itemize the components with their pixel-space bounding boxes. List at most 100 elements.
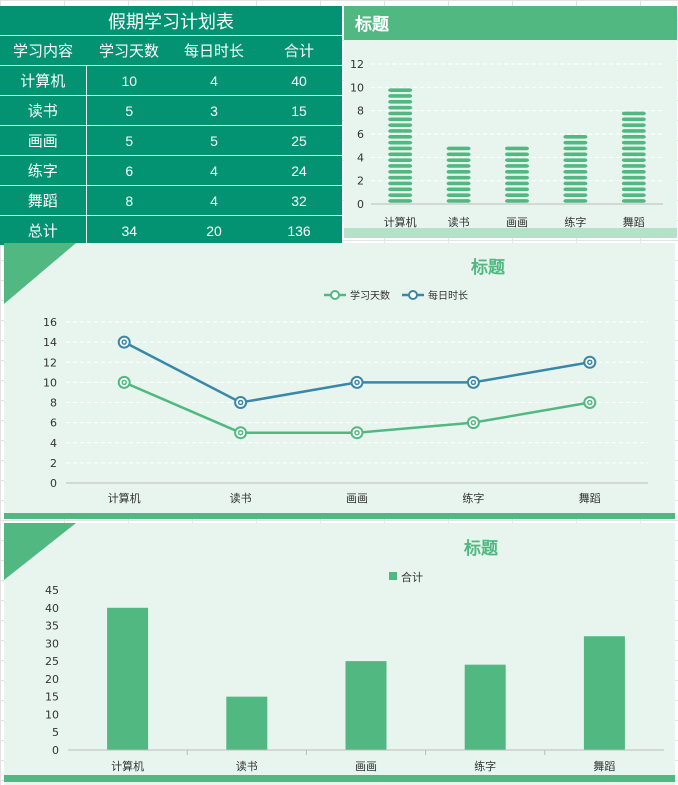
bar-stripe xyxy=(621,152,646,157)
days-bar-chart[interactable]: 标题 0 2 4 6 8 10 12 计算机 读书 画画 练字 舞蹈 xyxy=(344,6,677,238)
bar-stripe xyxy=(505,146,529,151)
table-cell[interactable]: 4 xyxy=(172,155,256,186)
y-tick-label: 45 xyxy=(45,584,59,597)
bar-stripe xyxy=(505,187,529,192)
table-cell[interactable]: 40 xyxy=(256,65,342,96)
bar[interactable] xyxy=(107,607,149,750)
bar[interactable] xyxy=(464,664,506,750)
table-cell[interactable]: 5 xyxy=(86,95,172,126)
y-tick-label: 20 xyxy=(45,673,59,686)
chart-title: 标题 xyxy=(355,14,390,35)
data-point-inner xyxy=(121,379,127,386)
bar-stripe xyxy=(446,175,471,180)
x-tick-label: 练字 xyxy=(564,215,586,229)
y-tick-label: 16 xyxy=(43,316,57,329)
bar-stripe xyxy=(563,152,588,157)
header-cell[interactable]: 学习天数 xyxy=(86,35,172,66)
y-tick-label: 12 xyxy=(43,356,57,369)
table-cell[interactable]: 画画 xyxy=(0,125,87,156)
x-tick-label: 读书 xyxy=(448,215,470,229)
bar-stripe xyxy=(388,164,413,168)
bar-stripe xyxy=(388,152,413,157)
y-tick-label: 10 xyxy=(350,81,364,94)
bar-stripe xyxy=(388,135,413,139)
table-cell[interactable]: 4 xyxy=(172,65,256,96)
table-cell[interactable]: 8 xyxy=(86,185,172,216)
total-bar-chart-svg: 标题 合计 0 5 10 15 20 25 30 35 40 45 计算机 读书 画画 练字 舞蹈 xyxy=(4,523,675,782)
corner-triangle xyxy=(4,523,76,580)
bar-stripe xyxy=(505,199,529,203)
chart-bottom-band xyxy=(344,228,677,238)
bar[interactable] xyxy=(345,661,387,750)
line-chart[interactable]: 标题 学习天数 每日时长 0 2 4 6 8 10 12 14 16 计算机 读书 画画 练字 舞蹈 xyxy=(4,243,675,519)
bar-stripe xyxy=(505,164,529,168)
table-cell[interactable]: 读书 xyxy=(0,95,87,126)
table-cell[interactable]: 练字 xyxy=(0,155,87,186)
bar-stripe xyxy=(563,181,588,186)
legend-label: 学习天数 xyxy=(350,289,390,302)
series-line[interactable] xyxy=(123,341,591,404)
table-cell[interactable]: 24 xyxy=(256,155,342,186)
table-cell[interactable]: 总计 xyxy=(0,215,87,245)
bar[interactable] xyxy=(226,696,268,750)
bar-stripe xyxy=(446,199,471,203)
y-tick-label: 10 xyxy=(43,376,57,389)
table-cell[interactable]: 10 xyxy=(86,65,172,96)
legend-swatch-marker xyxy=(330,290,340,300)
header-cell[interactable]: 合计 xyxy=(256,35,342,66)
bar[interactable] xyxy=(388,88,413,203)
bar[interactable] xyxy=(583,636,625,750)
bar-stripe xyxy=(446,146,471,151)
y-tick-label: 15 xyxy=(45,691,59,704)
y-tick-label: 2 xyxy=(357,175,364,188)
bar[interactable] xyxy=(563,135,588,203)
bar-stripe xyxy=(621,117,646,122)
bar-stripe xyxy=(563,164,588,168)
table-cell[interactable]: 3 xyxy=(172,95,256,126)
table-cell[interactable]: 32 xyxy=(256,185,342,216)
table-cell[interactable]: 15 xyxy=(256,95,342,126)
bar-stripe xyxy=(446,193,471,197)
table-cell[interactable]: 4 xyxy=(172,185,256,216)
data-point-inner xyxy=(237,399,244,406)
bar-stripe xyxy=(446,158,471,162)
total-bar-chart[interactable]: 标题 合计 0 5 10 15 20 25 30 35 40 45 计算机 读书 画画 练字 舞蹈 xyxy=(4,523,675,785)
bar[interactable] xyxy=(446,146,471,203)
legend-swatch xyxy=(389,572,397,580)
bar-stripe xyxy=(388,146,413,151)
bar-stripe xyxy=(621,123,646,127)
x-tick-label: 舞蹈 xyxy=(623,216,645,229)
header-cell[interactable]: 每日时长 xyxy=(172,35,256,66)
bar[interactable] xyxy=(505,146,529,203)
y-tick-label: 0 xyxy=(50,477,57,490)
bar[interactable] xyxy=(621,111,646,203)
series-line[interactable] xyxy=(123,381,591,434)
table-cell[interactable]: 136 xyxy=(287,222,311,239)
data-point-inner xyxy=(354,429,360,436)
y-tick-label: 4 xyxy=(357,151,364,164)
table-cell[interactable]: 20 xyxy=(206,222,222,239)
bar-stripe xyxy=(388,111,413,116)
table-cell[interactable]: 5 xyxy=(86,125,172,156)
x-tick-label: 画画 xyxy=(346,492,368,505)
x-tick-label: 画画 xyxy=(355,760,377,773)
bar-stripe xyxy=(621,181,646,186)
header-cell[interactable]: 学习内容 xyxy=(0,35,86,66)
table-cell[interactable]: 6 xyxy=(86,155,172,186)
bar-stripe xyxy=(388,140,413,145)
bar-stripe xyxy=(621,175,646,180)
bar-stripe xyxy=(388,88,413,92)
bar-stripe xyxy=(505,181,529,186)
bar-stripe xyxy=(505,193,529,197)
table-cell[interactable]: 34 xyxy=(121,222,138,239)
bar-stripe xyxy=(388,158,413,162)
table-cell[interactable]: 舞蹈 xyxy=(0,185,87,216)
table-title: 假期学习计划表 xyxy=(0,6,342,36)
bar-stripe xyxy=(563,199,588,203)
bar-stripe xyxy=(505,152,529,157)
table-cell[interactable]: 计算机 xyxy=(0,65,87,96)
table-cell[interactable]: 5 xyxy=(172,125,256,156)
bar-stripe xyxy=(621,164,646,168)
y-tick-label: 8 xyxy=(357,105,364,118)
table-cell[interactable]: 25 xyxy=(256,125,342,156)
